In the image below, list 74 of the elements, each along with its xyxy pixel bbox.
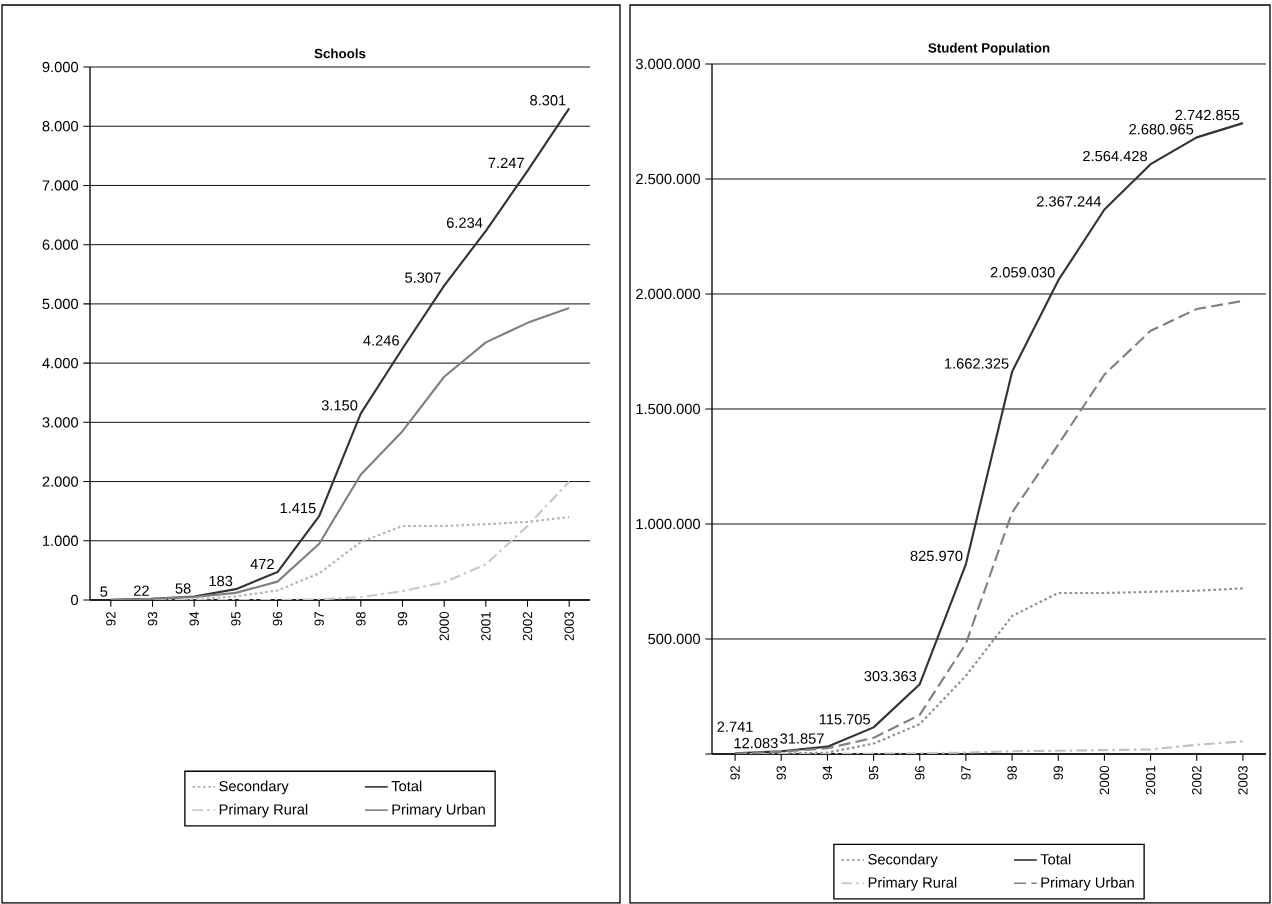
data-label: 1.415 — [280, 503, 316, 514]
y-tick-label: 8.000 — [42, 121, 79, 132]
data-label: 2.367.244 — [1036, 196, 1102, 207]
x-tick-label: 93 — [147, 612, 158, 626]
data-label: 22 — [133, 585, 149, 596]
x-tick-label: 96 — [272, 612, 283, 626]
x-tick-label: 2001 — [481, 612, 491, 641]
y-tick-label: 1.500.000 — [636, 403, 701, 415]
y-tick-label: 500.000 — [648, 633, 701, 645]
x-tick-label: 99 — [397, 612, 408, 626]
x-tick-label: 96 — [915, 766, 925, 780]
y-tick-label: 2.500.000 — [636, 173, 701, 185]
x-tick-label: 95 — [231, 612, 241, 626]
x-tick-label: 2000 — [1099, 766, 1110, 795]
data-label: 12.083 — [734, 738, 778, 749]
x-tick-label: 97 — [314, 612, 324, 626]
legend-label: Secondary — [868, 853, 938, 868]
legend-label: Primary Urban — [392, 804, 485, 818]
data-label: 2.680.965 — [1129, 124, 1194, 135]
legend-label: Total — [391, 780, 422, 792]
y-tick-label: 9.000 — [42, 62, 79, 73]
y-tick-label: 3.000 — [42, 417, 79, 428]
x-tick-label: 95 — [868, 766, 879, 780]
legend-label: Total — [1040, 853, 1071, 865]
data-label: 472 — [250, 559, 274, 570]
x-tick-label: 97 — [961, 766, 971, 780]
x-tick-label: 94 — [822, 765, 833, 780]
x-tick-label: 2002 — [1192, 766, 1202, 795]
y-tick-label: 2.000 — [42, 476, 79, 487]
data-label: 2.741 — [717, 721, 753, 732]
legend-label: Primary Rural — [219, 804, 308, 818]
data-label: 6.234 — [446, 217, 483, 229]
x-tick-label: 99 — [1053, 766, 1063, 780]
data-label: 303.363 — [864, 671, 917, 682]
data-label: 115.705 — [819, 714, 871, 725]
data-label: 5.307 — [405, 272, 441, 283]
data-label: 5 — [100, 586, 108, 597]
x-tick-label: 94 — [189, 611, 199, 626]
x-tick-label: 2002 — [522, 612, 533, 641]
x-tick-label: 93 — [776, 766, 786, 780]
data-label: 2.564.428 — [1083, 151, 1147, 162]
chart-title: Schools — [314, 48, 366, 59]
x-tick-label: 98 — [1007, 766, 1017, 780]
legend-label: Secondary — [219, 780, 289, 795]
data-label: 825.970 — [910, 550, 963, 562]
legend-label: Primary Rural — [868, 877, 957, 891]
x-tick-label: 2003 — [1238, 766, 1248, 795]
x-tick-label: 2003 — [564, 612, 574, 641]
x-tick-label: 98 — [356, 612, 366, 626]
y-tick-label: 7.000 — [42, 180, 79, 191]
data-label: 2.742.855 — [1175, 110, 1240, 121]
data-label: 1.662.325 — [945, 358, 1009, 369]
x-tick-label: 2001 — [1145, 766, 1156, 795]
y-tick-label: 4.000 — [42, 358, 79, 369]
y-tick-label: 1.000 — [43, 535, 79, 547]
chart-title: Student Population — [928, 43, 1050, 56]
y-tick-label: 3.000.000 — [635, 58, 701, 70]
x-tick-label: 2000 — [439, 612, 449, 641]
data-label: 31.857 — [780, 733, 824, 744]
y-tick-label: 1.000.000 — [636, 518, 701, 530]
legend-label: Primary Urban — [1041, 877, 1134, 891]
data-label: 3.150 — [321, 400, 358, 411]
data-label: 4.246 — [363, 335, 399, 346]
x-tick-label: 92 — [730, 766, 740, 780]
y-tick-label: 2.000.000 — [636, 288, 701, 300]
y-tick-label: 0 — [71, 594, 79, 606]
data-label: 2.059.030 — [990, 267, 1055, 278]
data-label: 183 — [209, 576, 233, 587]
y-tick-label: 6.000 — [42, 239, 79, 251]
data-label: 58 — [175, 583, 191, 594]
y-tick-label: 5.000 — [42, 298, 79, 310]
x-tick-label: 92 — [106, 612, 116, 626]
data-label: 8.301 — [530, 95, 566, 106]
data-label: 7.247 — [488, 157, 524, 169]
